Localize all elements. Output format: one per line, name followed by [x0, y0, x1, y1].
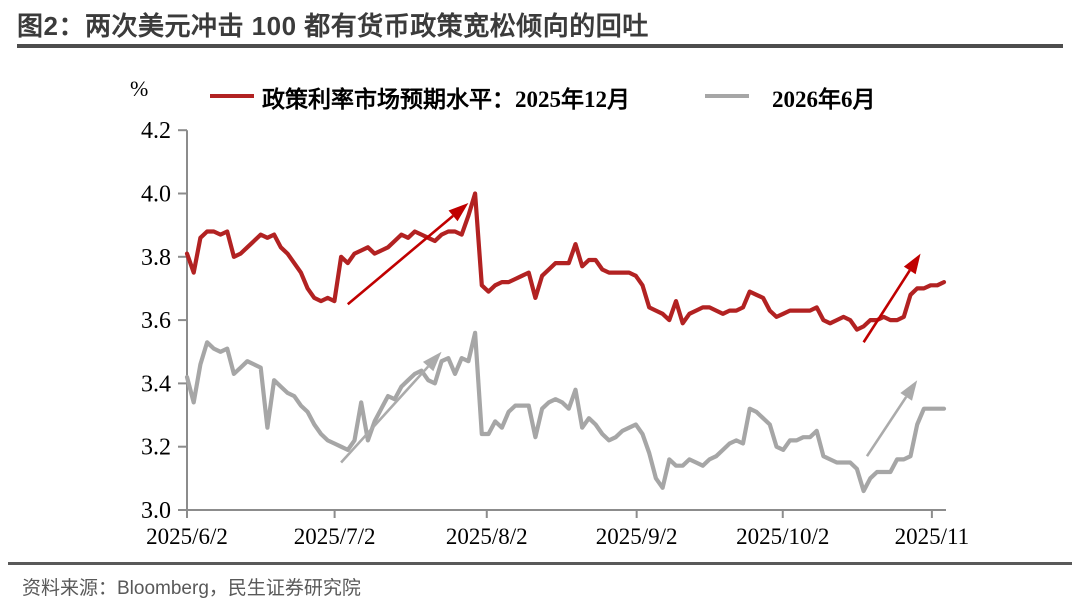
x-tick-label: 2025/6/2 — [146, 524, 228, 549]
footer-separator — [8, 562, 1072, 565]
legend-swatch-policy-rate-dec2025 — [210, 94, 254, 98]
figure-title: 图2：两次美元冲击 100 都有货币政策宽松倾向的回吐 — [17, 11, 649, 41]
legend-label-policy-rate-dec2025: 政策利率市场预期水平：2025年12月 — [262, 87, 630, 112]
trend-arrow-head — [903, 253, 921, 275]
y-tick-label: 3.4 — [141, 371, 171, 397]
source-note: 资料来源：Bloomberg，民生证券研究院 — [22, 578, 361, 599]
x-tick-label: 2025/9/2 — [596, 524, 678, 549]
y-tick-label: 4.0 — [141, 182, 171, 208]
y-tick-label: 3.0 — [141, 498, 171, 524]
legend-swatch-jun2026 — [705, 94, 749, 98]
title-underline — [17, 44, 1063, 48]
x-tick-label: 2025/7/2 — [294, 524, 376, 549]
y-tick-label: 3.2 — [141, 435, 171, 461]
legend-label-jun2026: 2026年6月 — [772, 87, 876, 112]
trend-arrow-shaft — [865, 396, 908, 457]
trend-arrow-shaft — [346, 214, 454, 306]
series-line-0 — [184, 191, 947, 332]
x-tick-label: 2025/8/2 — [446, 524, 528, 549]
trend-arrow-shaft — [862, 269, 911, 343]
y-tick-label: 4.2 — [141, 118, 171, 144]
y-tick-label: 3.8 — [141, 245, 171, 271]
y-axis-unit-label: % — [130, 76, 149, 101]
series-line-1 — [184, 330, 947, 494]
y-tick-label: 3.6 — [141, 308, 171, 334]
trend-arrow-head — [900, 380, 918, 401]
trend-arrow-shaft — [340, 365, 430, 464]
trend-arrow-head — [422, 351, 442, 372]
trend-arrow-head — [448, 202, 469, 222]
x-tick-label: 2025/11 — [895, 524, 970, 549]
x-tick-label: 2025/10/2 — [736, 524, 829, 549]
